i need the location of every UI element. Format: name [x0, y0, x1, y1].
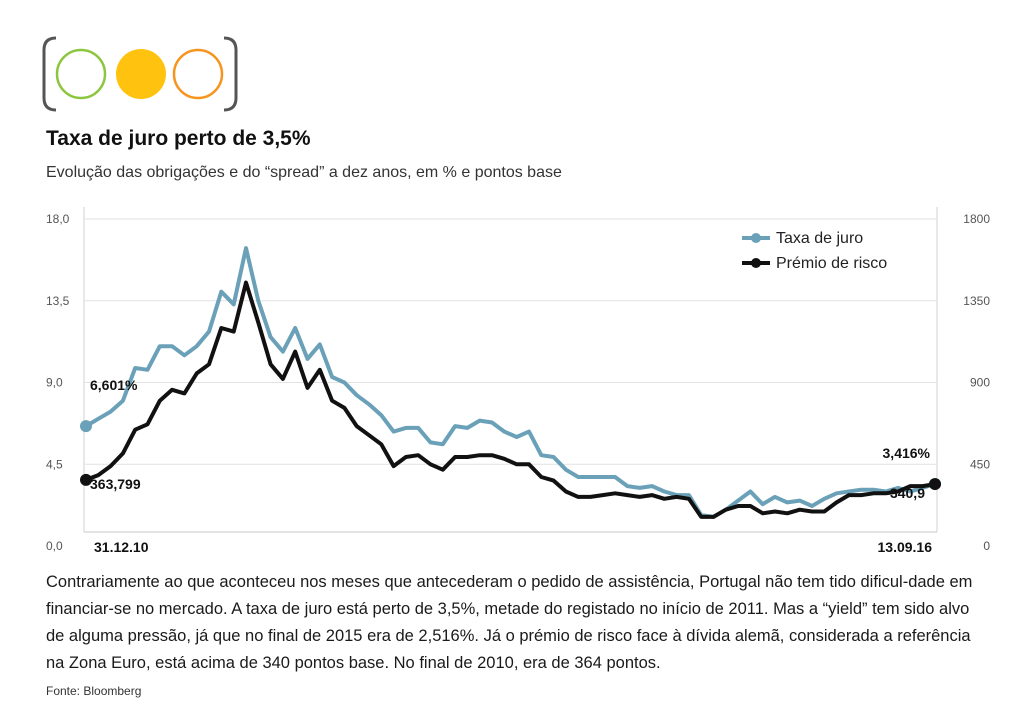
- x-end-label: 13.09.16: [878, 539, 933, 555]
- premio-end-point: [929, 478, 941, 491]
- y-tick-label: 4,5: [46, 457, 63, 471]
- taxa-start-point: [80, 420, 92, 433]
- orange-light-icon: [172, 48, 224, 100]
- premio-end-label: 340,9: [890, 485, 925, 501]
- y-right-tick-label: 1350: [963, 294, 990, 308]
- taxa-start-label: 6,601%: [90, 377, 138, 393]
- legend-label-taxa: Taxa de juro: [776, 230, 863, 247]
- y-right-tick-label: 900: [970, 376, 990, 390]
- traffic-light-logo: [42, 36, 238, 112]
- y-right-tick-label: 0: [983, 539, 990, 553]
- legend-label-premio: Prémio de risco: [776, 255, 887, 272]
- series-lines: [84, 246, 937, 519]
- left-bracket-icon: [42, 36, 57, 112]
- chart-title: Taxa de juro perto de 3,5%: [46, 127, 311, 150]
- series-line-taxa: [84, 246, 937, 519]
- taxa-end-label: 3,416%: [883, 445, 931, 461]
- series-line-premio: [84, 280, 937, 519]
- axes: 18,0 13,5 9,0 4,5 0,0 1800 1350 900 450 0: [46, 212, 990, 553]
- end-markers: [80, 420, 941, 491]
- premio-start-label: 363,799: [90, 476, 141, 492]
- right-bracket-icon: [223, 36, 238, 112]
- x-start-label: 31.12.10: [94, 539, 149, 555]
- y-right-tick-label: 450: [970, 457, 990, 471]
- legend-marker-premio: [751, 258, 761, 268]
- source-note: Fonte: Bloomberg: [46, 684, 142, 698]
- line-chart: 18,0 13,5 9,0 4,5 0,0 1800 1350 900 450 0 Taxa de…: [46, 207, 990, 555]
- legend-marker-taxa: [751, 233, 761, 243]
- chart-subtitle: Evolução das obrigações e do “spread” a …: [46, 164, 562, 181]
- y-right-tick-label: 1800: [963, 212, 990, 226]
- caption-text: Contrariamente ao que aconteceu nos mese…: [46, 573, 973, 672]
- y-tick-label: 9,0: [46, 376, 63, 390]
- legend: Taxa de juro Prémio de risco: [742, 230, 887, 272]
- premio-start-point: [80, 473, 92, 486]
- grid: [83, 207, 938, 533]
- y-tick-label: 13,5: [46, 294, 70, 308]
- y-tick-label: 0,0: [46, 539, 63, 553]
- yellow-light-icon: [116, 49, 166, 99]
- y-tick-label: 18,0: [46, 212, 70, 226]
- green-light-icon: [55, 48, 107, 100]
